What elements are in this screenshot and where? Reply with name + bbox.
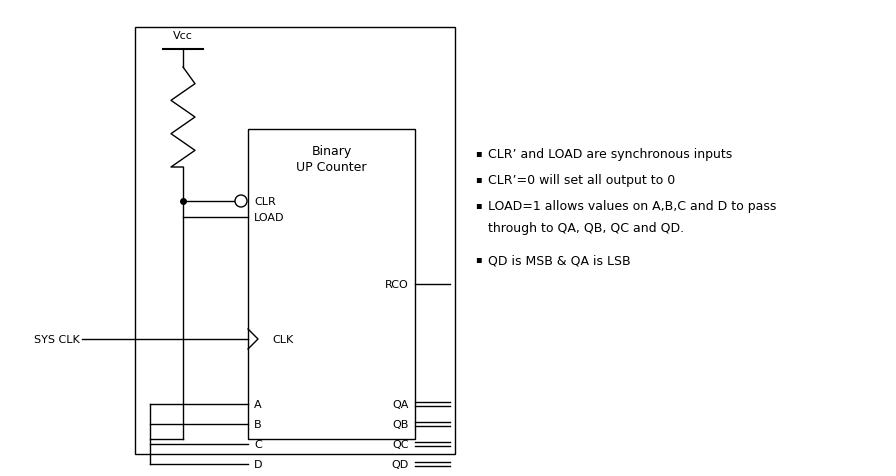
Text: A: A bbox=[254, 399, 262, 409]
Bar bbox=[248, 130, 415, 439]
Text: ▪: ▪ bbox=[475, 148, 482, 158]
Text: CLR: CLR bbox=[254, 197, 276, 207]
Text: QB: QB bbox=[392, 419, 409, 429]
Text: CLK: CLK bbox=[272, 334, 293, 344]
Text: ▪: ▪ bbox=[475, 174, 482, 184]
Circle shape bbox=[235, 196, 247, 208]
Text: QC: QC bbox=[392, 439, 409, 449]
Text: CLR’ and LOAD are synchronous inputs: CLR’ and LOAD are synchronous inputs bbox=[488, 148, 732, 161]
Text: QD: QD bbox=[392, 459, 409, 469]
Text: LOAD: LOAD bbox=[254, 213, 285, 223]
Text: B: B bbox=[254, 419, 262, 429]
Text: Binary: Binary bbox=[312, 145, 351, 158]
Text: Vcc: Vcc bbox=[173, 31, 193, 41]
Text: RCO: RCO bbox=[385, 279, 409, 289]
Text: QD is MSB & QA is LSB: QD is MSB & QA is LSB bbox=[488, 253, 631, 267]
Text: QA: QA bbox=[392, 399, 409, 409]
Text: UP Counter: UP Counter bbox=[297, 161, 366, 174]
Text: SYS CLK: SYS CLK bbox=[34, 334, 80, 344]
Text: through to QA, QB, QC and QD.: through to QA, QB, QC and QD. bbox=[488, 221, 685, 235]
Text: CLR’=0 will set all output to 0: CLR’=0 will set all output to 0 bbox=[488, 174, 676, 187]
Text: ▪: ▪ bbox=[475, 199, 482, 209]
Bar bbox=[135, 28, 455, 454]
Text: ▪: ▪ bbox=[475, 253, 482, 263]
Text: C: C bbox=[254, 439, 262, 449]
Text: D: D bbox=[254, 459, 263, 469]
Text: LOAD=1 allows values on A,B,C and D to pass: LOAD=1 allows values on A,B,C and D to p… bbox=[488, 199, 776, 213]
